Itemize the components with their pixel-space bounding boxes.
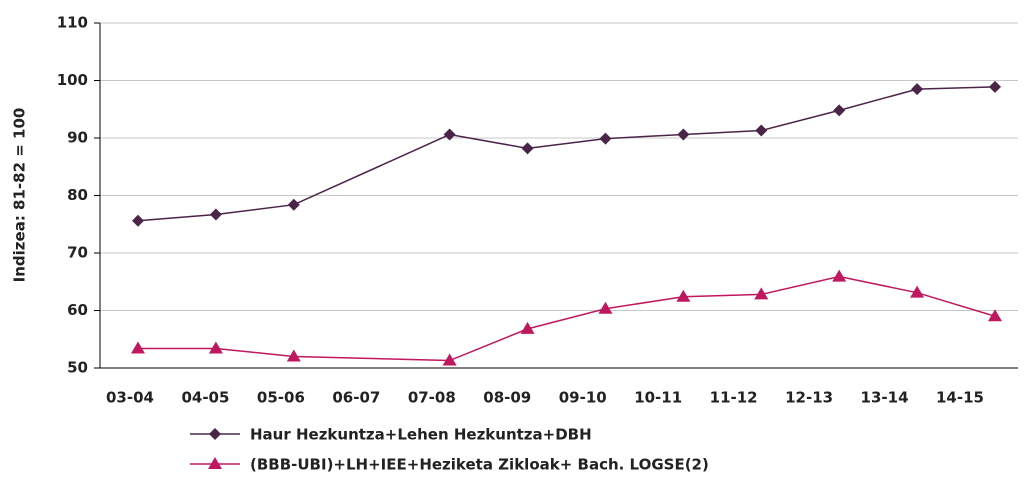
y-tick-label: 110 <box>57 14 88 32</box>
point <box>520 321 535 334</box>
legend-label: Haur Hezkuntza+Lehen Hezkuntza+DBH <box>250 426 592 444</box>
y-tick-label: 70 <box>67 244 88 262</box>
y-tick-label: 90 <box>67 129 88 147</box>
x-tick-label: 08-09 <box>483 389 531 407</box>
y-axis-title: Indizea: 81-82 = 100 <box>11 108 29 283</box>
x-tick-label: 06-07 <box>332 389 380 407</box>
point <box>677 128 690 141</box>
y-tick-label: 50 <box>67 359 88 377</box>
point <box>442 353 457 366</box>
x-tick-label: 05-06 <box>257 389 305 407</box>
series-line <box>138 275 996 362</box>
point <box>132 214 144 227</box>
x-tick-label: 03-04 <box>106 389 154 407</box>
x-tick-label: 14-15 <box>936 389 984 407</box>
point <box>287 198 300 211</box>
point <box>755 124 768 137</box>
x-tick-label: 07-08 <box>408 389 456 407</box>
point <box>208 341 223 354</box>
point <box>443 128 456 141</box>
legend-label: (BBB-UBI)+LH+IEE+Heziketa Zikloak+ Bach.… <box>250 456 709 474</box>
point <box>598 301 613 314</box>
x-tick-label: 10-11 <box>634 389 682 407</box>
point <box>832 269 847 282</box>
point <box>286 349 301 362</box>
point <box>989 80 1001 93</box>
x-tick-label: 13-14 <box>861 389 909 407</box>
series-line <box>137 86 996 222</box>
point <box>521 142 534 155</box>
y-tick-label: 100 <box>57 71 88 89</box>
point <box>131 341 145 354</box>
legend-marker <box>208 457 222 469</box>
y-tick-label: 60 <box>67 301 88 319</box>
point <box>910 285 925 298</box>
y-tick-label: 80 <box>67 186 88 204</box>
x-tick-label: 11-12 <box>710 389 758 407</box>
x-tick-label: 12-13 <box>785 389 833 407</box>
x-tick-label: 04-05 <box>181 389 229 407</box>
legend-marker <box>209 428 221 440</box>
x-tick-label: 09-10 <box>559 389 607 407</box>
point <box>754 287 769 300</box>
point <box>676 289 691 302</box>
point <box>988 309 1002 322</box>
point <box>911 83 924 96</box>
point <box>833 104 846 117</box>
point <box>209 208 222 221</box>
point <box>599 132 612 145</box>
